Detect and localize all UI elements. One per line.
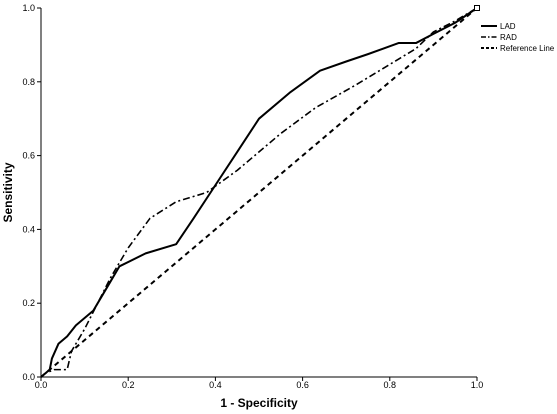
axes xyxy=(40,8,477,378)
y-tick-label: 0.0 xyxy=(22,372,35,382)
x-tick-label: 0.0 xyxy=(35,380,48,390)
series-layer xyxy=(40,5,480,378)
y-axis-title: Sensitivity xyxy=(1,162,15,222)
y-tick-label: 0.2 xyxy=(22,298,35,308)
y-tick-label: 1.0 xyxy=(22,3,35,13)
legend-label: Reference Line xyxy=(500,44,555,53)
series-line-lad xyxy=(40,7,478,378)
x-tick-label: 1.0 xyxy=(471,380,484,390)
x-tick-label: 0.6 xyxy=(296,380,309,390)
y-tick-label: 0.6 xyxy=(22,151,35,161)
y-axis-ticks: 0.0 0.2 0.4 0.6 0.8 1.0 xyxy=(22,3,41,382)
curve-endpoint-marker xyxy=(474,5,480,11)
x-tick-label: 0.2 xyxy=(122,380,135,390)
legend: LAD RAD Reference Line xyxy=(481,22,555,53)
y-tick-label: 0.4 xyxy=(22,224,35,234)
x-axis-ticks: 0.0 0.2 0.4 0.6 0.8 1.0 xyxy=(35,377,484,390)
series-line-rad xyxy=(40,7,478,378)
x-axis-title: 1 - Specificity xyxy=(220,396,298,410)
series-line-reference-line xyxy=(40,7,478,378)
legend-label: RAD xyxy=(500,33,517,42)
x-tick-label: 0.4 xyxy=(209,380,222,390)
y-tick-label: 0.8 xyxy=(22,77,35,87)
legend-label: LAD xyxy=(500,22,516,31)
x-tick-label: 0.8 xyxy=(384,380,397,390)
